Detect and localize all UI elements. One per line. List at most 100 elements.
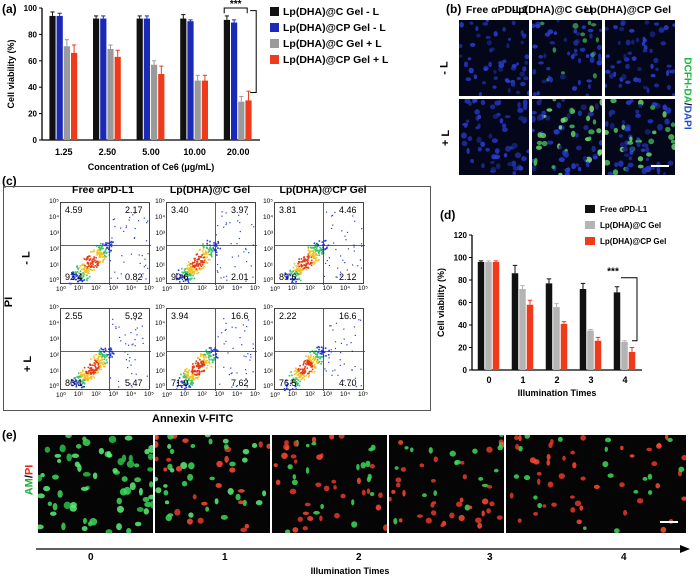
cell [43, 485, 51, 492]
a-x-tick-label: 10.00 [183, 147, 206, 157]
flow-event [343, 338, 345, 340]
flow-event [295, 280, 297, 283]
flow-event [86, 375, 89, 377]
cell [369, 492, 375, 497]
cell [222, 438, 229, 444]
cell [534, 157, 538, 165]
flow-event [131, 386, 133, 388]
d-x-tick-label: 0 [486, 375, 491, 385]
cell [631, 56, 637, 62]
flow-event [190, 270, 192, 272]
flow-event [200, 355, 202, 357]
flow-event [339, 255, 342, 257]
flow-y-tick: 10¹ [263, 261, 273, 269]
flow-event [188, 386, 190, 388]
flow-event [294, 372, 297, 375]
c-row-label-minus: - L [20, 251, 33, 265]
cell [625, 166, 630, 173]
flow-event [196, 253, 199, 255]
cell [621, 124, 626, 130]
flow-event [343, 328, 345, 330]
cell [637, 164, 644, 169]
flow-event [345, 239, 347, 241]
flow-event [109, 241, 112, 244]
flow-event [211, 255, 213, 258]
cell [567, 51, 571, 56]
flow-event [289, 269, 291, 272]
flow-event [89, 367, 91, 370]
flow-y-tick: 10⁰ [49, 383, 59, 391]
flow-event [304, 266, 307, 268]
flow-event [128, 360, 130, 362]
cell [605, 120, 609, 127]
flow-event [292, 377, 295, 380]
flow-event [321, 251, 324, 253]
flow-event [77, 276, 80, 279]
flow-event [100, 353, 102, 356]
flow-event [101, 353, 103, 355]
flow-event [217, 247, 219, 249]
flow-event [90, 262, 92, 264]
flow-event [315, 247, 318, 250]
flow-event [111, 352, 114, 355]
flow-event [231, 326, 233, 328]
flow-event [189, 267, 191, 269]
flow-event [202, 356, 205, 358]
flow-y-ticks: 10⁵ 10⁴ 10³ 10² 10¹ 10⁰ [46, 304, 59, 391]
flow-event [223, 226, 225, 228]
flow-event [203, 261, 206, 263]
flow-quadrant-br: 0.82 [125, 272, 143, 282]
flow-event [306, 367, 309, 369]
flow-event [187, 273, 190, 276]
flow-event [95, 361, 98, 364]
cell [640, 148, 646, 152]
cell [621, 147, 629, 152]
flow-event [83, 385, 85, 388]
flow-event [291, 388, 294, 390]
cell [524, 60, 529, 65]
cell [433, 456, 438, 463]
e-time-2: 2 [356, 552, 362, 563]
cell [604, 437, 612, 443]
cell [517, 107, 524, 113]
cell [562, 455, 566, 461]
cell [582, 155, 588, 161]
cell [462, 122, 469, 127]
flow-event [94, 261, 97, 264]
cell [507, 37, 511, 41]
flow-event [300, 272, 303, 274]
flow-event [333, 242, 335, 244]
cell [625, 39, 631, 46]
cell [533, 92, 537, 96]
flow-event [102, 348, 105, 351]
flow-event [309, 362, 311, 365]
flow-event [95, 256, 97, 259]
cell [614, 162, 619, 168]
flow-event [311, 368, 314, 371]
flow-event [111, 241, 114, 244]
cell [560, 71, 565, 75]
cell [147, 453, 153, 460]
flow-event [78, 276, 81, 279]
cell [169, 448, 175, 455]
d-bar [519, 289, 526, 370]
flow-event [328, 264, 331, 267]
flow-event [304, 366, 306, 368]
flow-event [294, 276, 297, 279]
flow-event [141, 276, 143, 278]
flow-event [217, 271, 219, 273]
flow-event [79, 270, 82, 273]
flow-event [212, 249, 215, 251]
flow-event [90, 369, 93, 371]
flow-event [89, 258, 92, 260]
flow-event [213, 242, 215, 244]
flow-event [186, 278, 188, 281]
cell [481, 81, 487, 85]
flow-event [189, 382, 192, 384]
flow-event [199, 365, 202, 367]
flow-event [200, 362, 203, 365]
flow-y-tick: 10³ [263, 229, 273, 237]
flow-event [97, 355, 100, 358]
flow-event [134, 227, 136, 230]
flow-event [180, 384, 182, 387]
